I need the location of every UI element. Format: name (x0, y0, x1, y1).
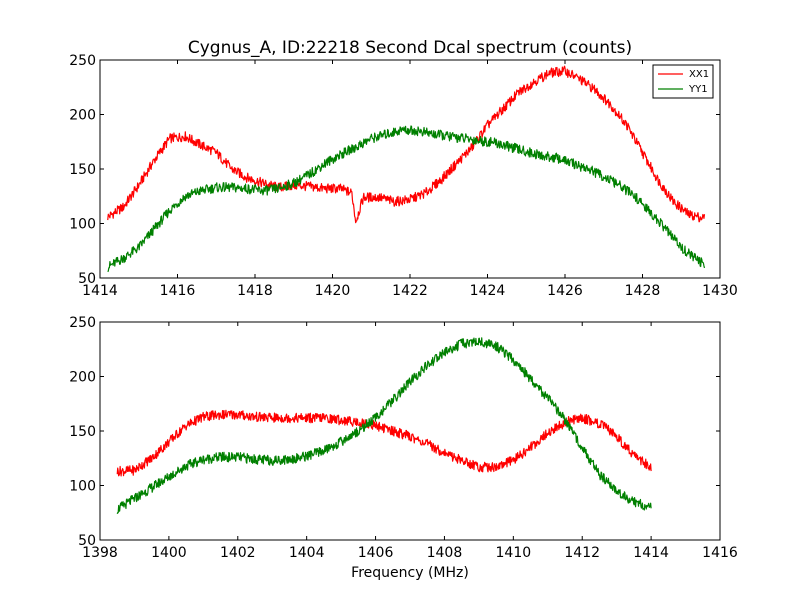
x-tick-label: 1408 (427, 545, 463, 561)
legend-frame (652, 64, 714, 99)
y-tick-label: 100 (69, 479, 96, 495)
x-tick-label: 1420 (315, 283, 351, 299)
x-tick-label: 1418 (237, 283, 273, 299)
y-tick-label: 150 (69, 424, 96, 440)
x-tick-label: 1416 (702, 545, 738, 561)
x-tick-label: 1398 (82, 545, 118, 561)
y-tick-label: 250 (69, 315, 96, 331)
bottom-plot: 1398 1400 1402 1404 1406 1408 1410 1412 1414 1416… (69, 315, 738, 561)
axes-frame (99, 59, 721, 279)
legend-xx1-label: XX1 (689, 69, 709, 80)
x-tick-label: 1402 (220, 545, 256, 561)
y-tick-label: 100 (69, 217, 96, 233)
x-tick-label: 1410 (496, 545, 532, 561)
x-tick-label: 1400 (151, 545, 187, 561)
legend: XX1 YY1 (652, 64, 714, 99)
legend-yy1-label: YY1 (688, 84, 708, 95)
chart-title: Cygnus_A, ID:22218 Second Dcal spectrum … (188, 38, 632, 58)
x-tick-label: 1406 (358, 545, 394, 561)
top-plot: 1414 1416 1418 1420 1422 1424 1426 1428 1430 50 10… (69, 53, 738, 299)
x-tick-label: 1416 (160, 283, 196, 299)
x-tick-label: 1424 (470, 283, 506, 299)
series-line-1-0 (116, 409, 652, 477)
y-tick-label: 200 (69, 370, 96, 386)
axes-frame (99, 321, 721, 541)
y-tick-label: 250 (69, 53, 96, 69)
x-tick-label: 1426 (547, 283, 583, 299)
y-tick-label: 50 (78, 271, 96, 287)
x-tick-label: 1412 (564, 545, 600, 561)
y-tick-label: 50 (78, 533, 96, 549)
series-line-0-0 (107, 65, 706, 224)
x-tick-label: 1428 (625, 283, 661, 299)
x-tick-label: 1404 (289, 545, 325, 561)
series-line-0-1 (107, 125, 706, 273)
x-tick-label: 1430 (702, 283, 738, 299)
x-tick-label: 1414 (633, 545, 669, 561)
y-tick-label: 150 (69, 162, 96, 178)
x-axis-label: Frequency (MHz) (351, 565, 469, 581)
series-line-1-1 (116, 337, 652, 515)
x-tick-label: 1414 (82, 283, 118, 299)
x-tick-label: 1422 (392, 283, 428, 299)
y-tick-label: 200 (69, 108, 96, 124)
